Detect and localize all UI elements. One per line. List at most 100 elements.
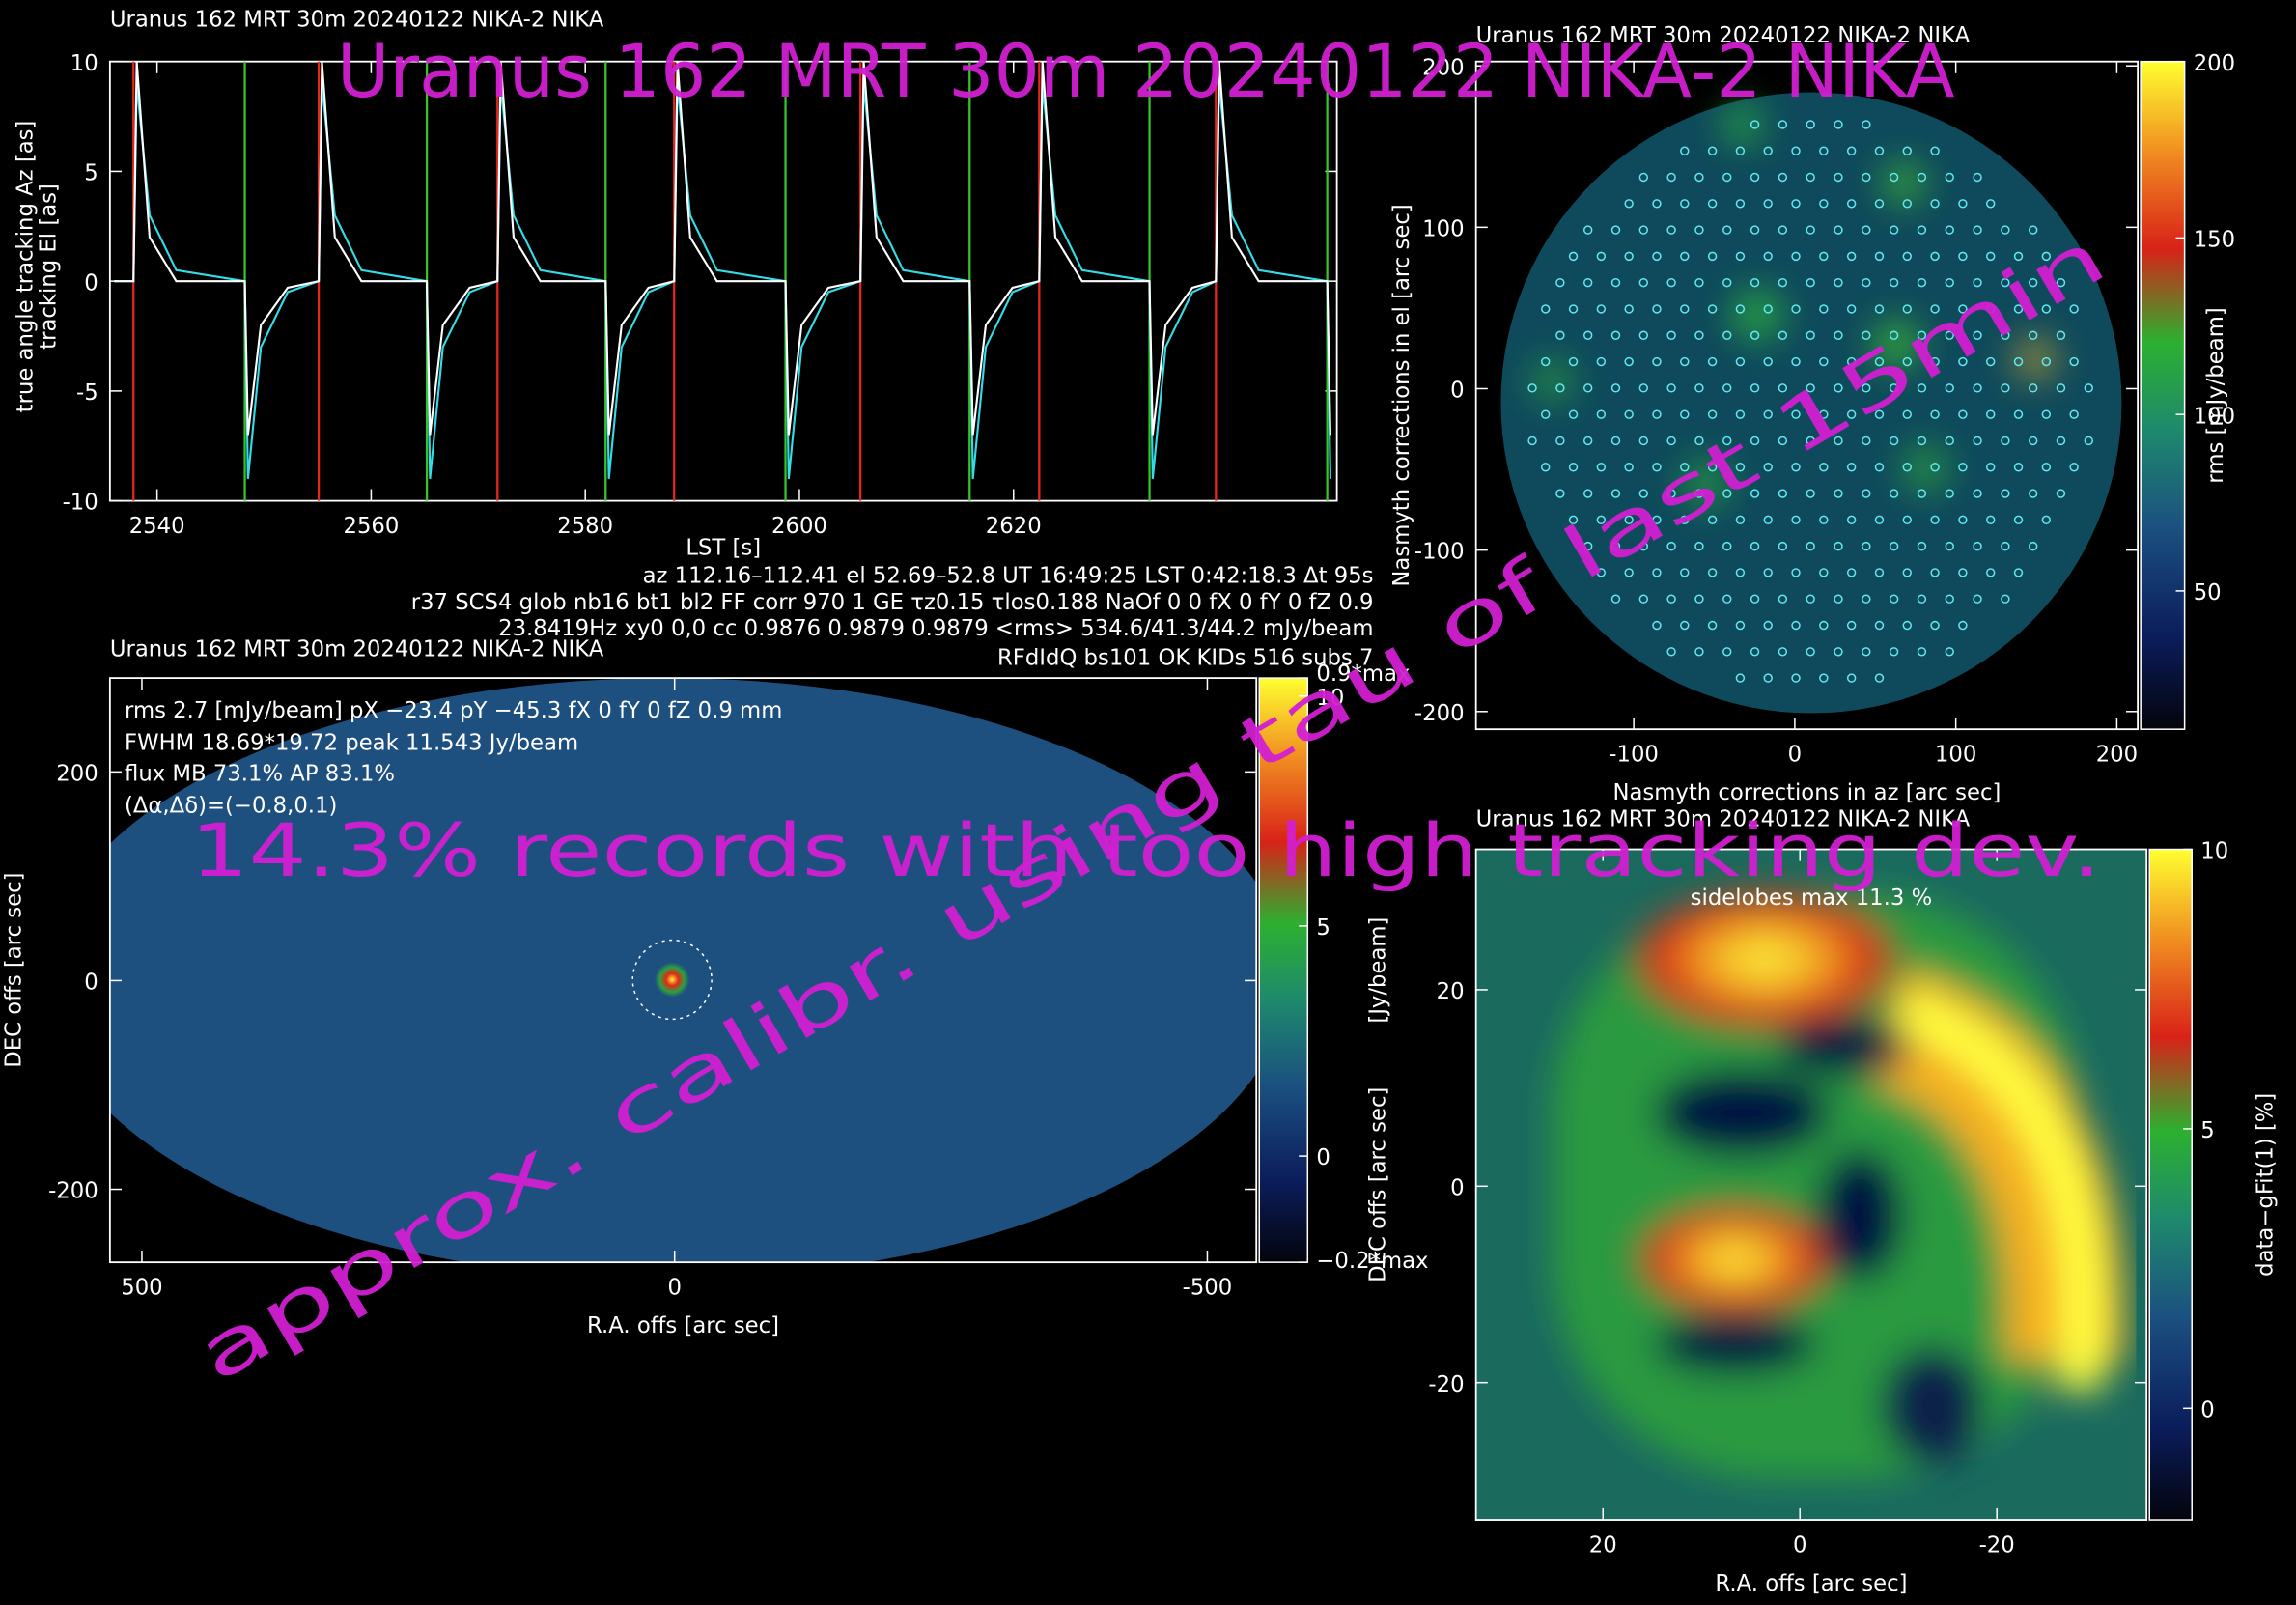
beam-dot: [1819, 251, 1829, 262]
beam-dot: [1596, 568, 1607, 577]
beam-dot: [2013, 515, 2024, 525]
beam-dot: [1555, 436, 1565, 446]
map-image: [109, 678, 1257, 1263]
beam-dot: [1624, 251, 1634, 262]
beam-dot: [1694, 330, 1704, 340]
x-axis-label: Nasmyth corrections in az [arc sec]: [1612, 780, 2001, 805]
beam-dot: [1763, 304, 1773, 314]
beam-dot: [1568, 409, 1579, 419]
beam-dot: [1889, 383, 1899, 393]
beam-dot: [1819, 568, 1829, 577]
beam-dot: [1722, 594, 1732, 604]
beam-dot: [1917, 541, 1927, 551]
beam-dot: [1846, 568, 1857, 577]
x-axis-label: R.A. offs [arc sec]: [587, 1313, 779, 1338]
beam-dot: [2056, 489, 2066, 498]
beam-dot: [1735, 409, 1746, 419]
x-tick-label: -20: [1979, 1533, 2015, 1558]
beam-dot: [1555, 330, 1565, 340]
beam-dot: [2013, 356, 2024, 367]
y-tick-label: 20: [1437, 979, 1465, 1004]
beam-dot: [1889, 489, 1899, 498]
beam-dot: [1707, 620, 1718, 631]
beam-dot: [1707, 568, 1718, 577]
beam-dot: [2028, 330, 2038, 340]
beam-dot: [1680, 146, 1690, 155]
beam-dot: [1624, 463, 1634, 472]
beam-dot: [1735, 304, 1746, 314]
y-axis-label: Nasmyth corrections in el [arc sec]: [1389, 204, 1414, 586]
beam-dot: [1763, 251, 1773, 262]
beam-dot: [1834, 277, 1843, 288]
plot-frame: [1474, 848, 2148, 1521]
beam-dot: [2013, 409, 2024, 419]
beam-dot: [1694, 277, 1704, 288]
beam-dot: [1596, 251, 1607, 262]
colorbar: [1258, 677, 1309, 1263]
beam-dot: [1707, 409, 1718, 419]
charts: Uranus 162 MRT 30m 20240122 NIKA-2 NIKA 2…: [1, 7, 2278, 1596]
y-tick-label: 100: [1422, 216, 1464, 241]
nasmyth-image: [1500, 92, 2122, 714]
beam-dot: [1834, 383, 1843, 393]
beam-dot: [1722, 647, 1732, 657]
beam-dot: [1555, 489, 1565, 498]
beam-dot: [1973, 225, 1982, 235]
beam-dot: [1958, 199, 1968, 209]
beam-dot: [1610, 330, 1621, 340]
beam-dot: [1862, 647, 1871, 657]
beam-dot: [1722, 330, 1732, 340]
colorbar: [2140, 60, 2186, 730]
beam-dot: [1638, 330, 1649, 340]
beam-dot: [1874, 356, 1885, 367]
beam-dot: [1527, 436, 1537, 446]
x-tick-label: 500: [121, 1276, 162, 1301]
beam-dot: [2001, 383, 2010, 393]
x-axis-label: LST [s]: [686, 536, 761, 561]
beam-dot: [1778, 436, 1788, 446]
beam-dot: [1846, 199, 1857, 209]
beam-dot: [1930, 199, 1940, 209]
beam-dot: [1652, 515, 1662, 525]
beam-dot: [1917, 172, 1927, 183]
beam-dot: [1806, 489, 1815, 498]
beam-dot: [1763, 356, 1773, 367]
beam-dot: [2001, 436, 2010, 446]
beam-dot: [1680, 199, 1690, 209]
beam-dot: [2001, 541, 2010, 551]
beam-dot: [1973, 594, 1982, 604]
beam-dot: [1862, 541, 1871, 551]
beam-dot: [1763, 568, 1773, 577]
beam-dot: [1902, 304, 1912, 314]
beam-dot: [1902, 409, 1912, 419]
beam-dot: [2028, 383, 2038, 393]
beam-dot: [1862, 436, 1871, 446]
beam-dot: [2069, 409, 2079, 419]
beam-dot: [2056, 330, 2066, 340]
beam-dot: [1917, 225, 1927, 235]
beam-dot: [1834, 330, 1843, 340]
beam-dot: [1958, 463, 1968, 472]
beam-dot: [2001, 277, 2010, 288]
beam-dot: [1862, 330, 1871, 340]
overlay-title: Uranus 162 MRT 30m 20240122 NIKA-2 NIKA: [337, 29, 1955, 114]
beam-dot: [1945, 383, 1954, 393]
y-tick-label: -5: [76, 380, 98, 406]
beam-dot: [1750, 330, 1760, 340]
beam-dot: [1778, 647, 1788, 657]
beam-dot: [1568, 304, 1579, 314]
beam-dot: [1582, 489, 1593, 498]
beam-dot: [1986, 304, 1996, 314]
beam-dot: [1610, 277, 1621, 288]
beam-dot: [1610, 541, 1621, 551]
beam-dot: [1750, 647, 1760, 657]
beam-dot: [1862, 172, 1871, 183]
beam-dot: [2084, 436, 2094, 446]
beam-dot: [1930, 146, 1940, 155]
beam-dot: [1917, 330, 1927, 340]
x-tick-label: 0: [667, 1276, 681, 1301]
beam-dot: [1846, 673, 1857, 683]
beam-dot: [2001, 330, 2010, 340]
beam-dot: [1638, 383, 1649, 393]
beam-dot: [1819, 515, 1829, 525]
